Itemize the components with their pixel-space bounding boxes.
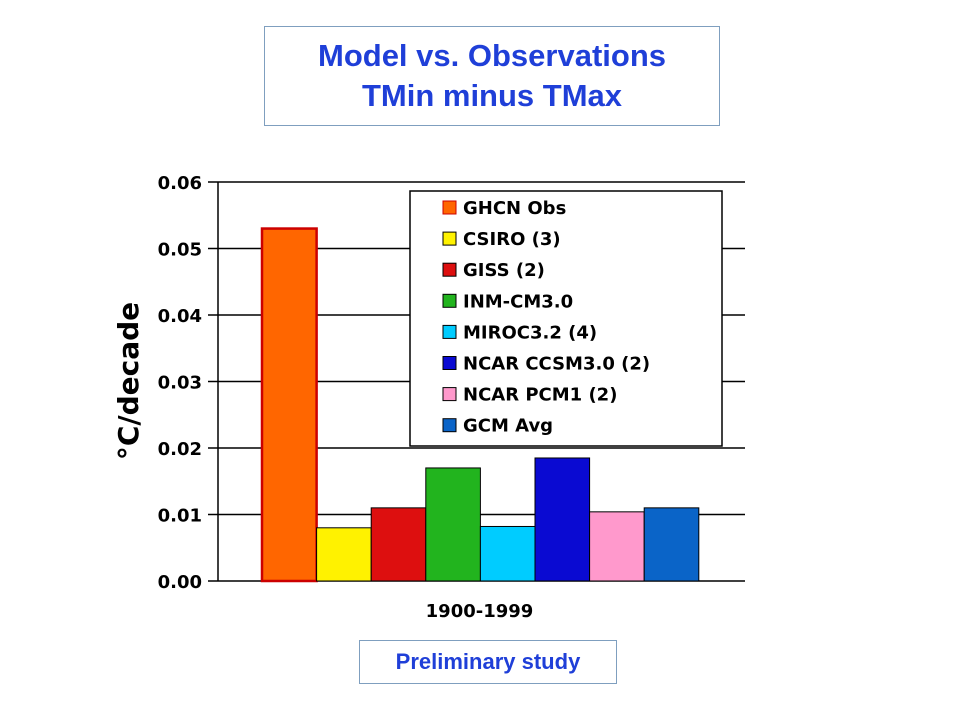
y-tick-label: 0.04: [158, 306, 202, 327]
x-axis-label: 1900-1999: [426, 601, 534, 622]
y-tick-label: 0.05: [158, 240, 202, 261]
legend-label: GHCN Obs: [463, 198, 566, 219]
legend-swatch: [442, 387, 457, 402]
legend-swatch: [442, 356, 457, 370]
bar-gcm-avg: [643, 507, 700, 582]
bar-miroc3-2-4: [479, 525, 536, 582]
y-axis-title: °C/decade: [112, 302, 145, 460]
chart-title-line-1: Model vs. Observations: [318, 38, 666, 73]
legend-label: CSIRO (3): [463, 229, 561, 250]
chart-title-line-2: TMin minus TMax: [361, 78, 623, 113]
legend-swatch: [442, 293, 457, 308]
y-tick-label: 0.03: [158, 373, 202, 394]
y-tick-label: 0.06: [158, 173, 202, 194]
legend-swatch: [442, 418, 457, 433]
chart-title: Model vs. Observations TMin minus TMax: [264, 26, 720, 126]
legend-swatch: [442, 200, 457, 215]
legend-swatch: [442, 324, 457, 339]
y-tick-label: 0.01: [158, 506, 202, 527]
y-tick-label: 0.02: [158, 439, 202, 460]
legend-label: MIROC3.2 (4): [463, 322, 597, 343]
bar-ghcn-obs: [260, 227, 318, 583]
legend-swatch: [442, 231, 457, 246]
legend-swatch: [442, 262, 457, 277]
legend-label: INM-CM3.0: [463, 291, 573, 312]
bar-ncar-ccsm3-0-2: [534, 457, 591, 582]
legend-label: NCAR CCSM3.0 (2): [463, 354, 650, 375]
y-tick-label: 0.00: [158, 572, 202, 593]
legend-label: GCM Avg: [463, 416, 553, 437]
preliminary-note: Preliminary study: [359, 640, 617, 684]
legend-label: GISS (2): [463, 260, 545, 281]
bar-giss-2: [370, 507, 427, 582]
bar-ncar-pcm1-2: [589, 511, 645, 582]
legend-box: [409, 190, 723, 447]
bar-csiro-3: [316, 527, 372, 582]
bar-inm-cm3-0: [425, 467, 481, 582]
legend-label: NCAR PCM1 (2): [463, 385, 617, 406]
